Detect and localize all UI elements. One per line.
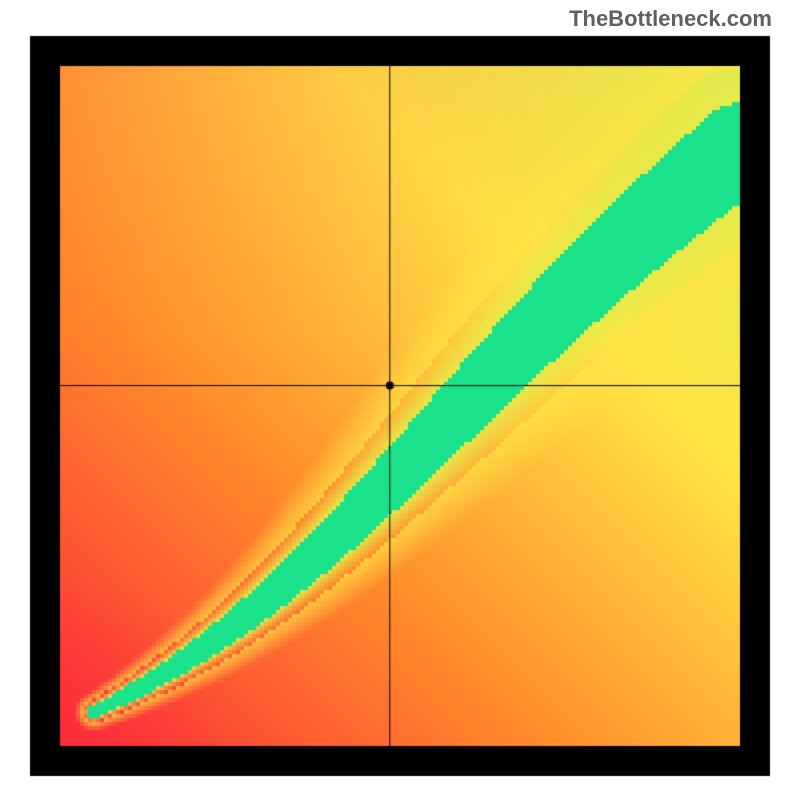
bottleneck-heatmap xyxy=(0,0,800,800)
watermark-text: TheBottleneck.com xyxy=(569,6,772,32)
chart-container: TheBottleneck.com xyxy=(0,0,800,800)
